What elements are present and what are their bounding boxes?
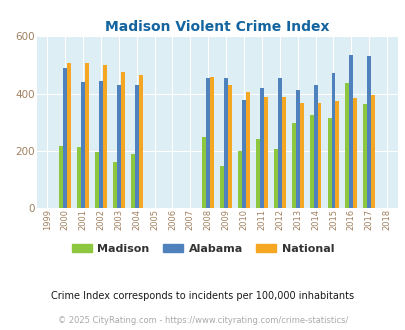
Bar [220,166,224,208]
Bar [291,123,295,208]
Text: Crime Index corresponds to incidents per 100,000 inhabitants: Crime Index corresponds to incidents per… [51,291,354,301]
Bar [206,78,210,208]
Bar [277,78,281,208]
Bar [81,82,85,208]
Bar [59,147,63,208]
Bar [256,139,259,208]
Bar [259,88,263,208]
Bar [77,147,81,208]
Bar [367,56,370,208]
Bar [331,74,335,208]
Bar [295,90,299,208]
Bar [273,149,277,208]
Bar [317,103,321,208]
Bar [224,78,228,208]
Bar [313,85,317,208]
Bar [102,65,107,208]
Bar [309,115,313,208]
Bar [349,55,352,208]
Bar [238,151,241,208]
Bar [245,92,249,208]
Bar [210,77,214,208]
Bar [121,72,124,208]
Bar [370,95,374,208]
Bar [228,85,232,208]
Bar [263,97,267,208]
Bar [335,101,339,208]
Bar [117,85,121,208]
Bar [139,75,142,208]
Bar [134,85,139,208]
Bar [63,68,67,208]
Bar [95,152,99,208]
Bar [85,63,89,208]
Bar [327,118,331,208]
Bar [362,104,367,208]
Text: © 2025 CityRating.com - https://www.cityrating.com/crime-statistics/: © 2025 CityRating.com - https://www.city… [58,316,347,325]
Bar [345,82,349,208]
Bar [99,81,102,208]
Bar [202,137,206,208]
Bar [130,153,134,208]
Bar [352,97,356,208]
Bar [67,63,71,208]
Bar [281,97,285,208]
Bar [241,100,245,208]
Title: Madison Violent Crime Index: Madison Violent Crime Index [105,20,328,34]
Bar [113,162,117,208]
Bar [299,103,303,208]
Legend: Madison, Alabama, National: Madison, Alabama, National [67,240,338,258]
